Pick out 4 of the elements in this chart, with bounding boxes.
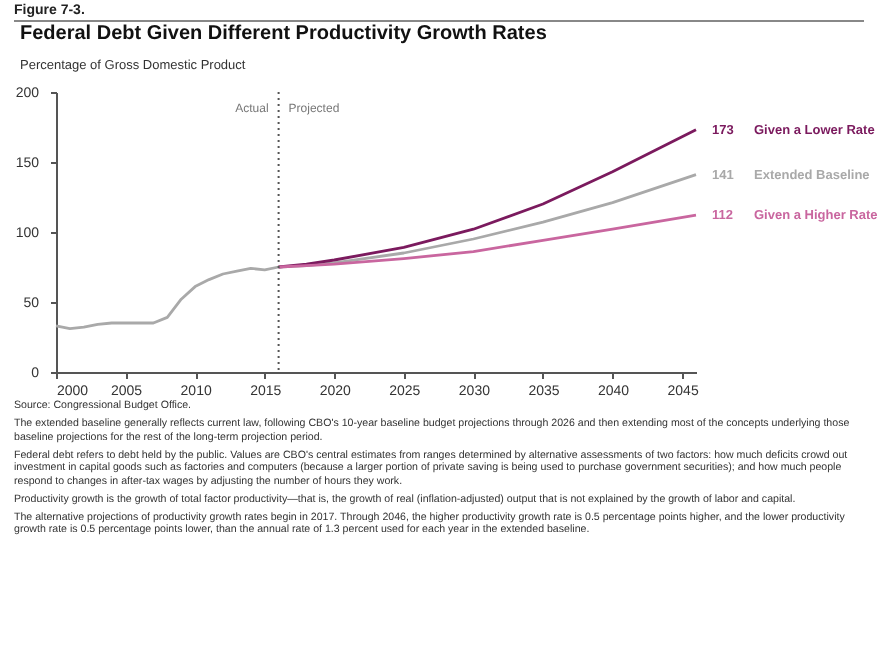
line-series [277, 128, 698, 269]
line-series [277, 213, 698, 269]
line-series [54, 173, 698, 330]
chart-title: Federal Debt Given Different Productivity Growth Rates [20, 23, 548, 45]
